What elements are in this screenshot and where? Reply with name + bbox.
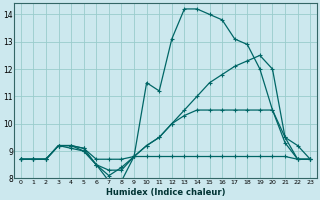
X-axis label: Humidex (Indice chaleur): Humidex (Indice chaleur) <box>106 188 225 197</box>
